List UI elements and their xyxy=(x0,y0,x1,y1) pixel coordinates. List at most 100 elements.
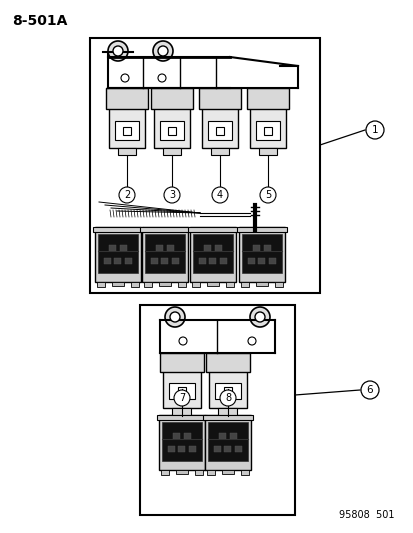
Bar xyxy=(209,353,247,408)
Bar xyxy=(171,258,178,264)
Bar xyxy=(238,227,284,282)
Bar xyxy=(90,38,319,293)
Circle shape xyxy=(119,187,135,203)
Bar xyxy=(242,234,281,272)
Bar xyxy=(145,234,185,272)
Bar xyxy=(172,408,191,415)
Bar xyxy=(157,415,206,420)
Circle shape xyxy=(108,41,128,61)
Circle shape xyxy=(247,337,255,345)
Circle shape xyxy=(365,121,383,139)
Text: 2: 2 xyxy=(123,190,130,200)
Bar xyxy=(178,282,185,287)
Bar xyxy=(214,446,221,452)
Bar xyxy=(235,446,242,452)
Bar xyxy=(97,282,105,287)
Bar xyxy=(240,282,248,287)
Circle shape xyxy=(153,41,173,61)
Bar xyxy=(159,415,204,470)
Bar xyxy=(202,88,237,148)
Bar xyxy=(125,258,132,264)
Text: 8-501A: 8-501A xyxy=(12,14,67,28)
Bar xyxy=(219,258,226,264)
Bar xyxy=(249,88,285,148)
Bar xyxy=(263,245,271,251)
Bar xyxy=(192,282,199,287)
Bar xyxy=(221,470,233,474)
Bar xyxy=(236,227,286,232)
Circle shape xyxy=(173,390,190,406)
Bar xyxy=(98,234,138,272)
Bar xyxy=(255,282,267,286)
Bar xyxy=(151,258,158,264)
Bar xyxy=(225,282,233,287)
Bar xyxy=(207,422,247,461)
Bar xyxy=(183,433,190,439)
Bar xyxy=(188,227,237,232)
Bar xyxy=(140,227,190,232)
Bar xyxy=(255,121,279,140)
Bar xyxy=(218,408,237,415)
Bar xyxy=(178,446,185,452)
Bar xyxy=(274,282,282,287)
Bar xyxy=(176,470,188,474)
Bar xyxy=(189,446,195,452)
Bar xyxy=(247,88,288,109)
Text: 3: 3 xyxy=(169,190,175,200)
Bar xyxy=(163,148,180,155)
Bar xyxy=(192,234,233,272)
Circle shape xyxy=(211,187,228,203)
Bar xyxy=(252,245,259,251)
Circle shape xyxy=(259,187,275,203)
Circle shape xyxy=(158,46,168,56)
Bar xyxy=(259,148,276,155)
Text: 8: 8 xyxy=(224,393,230,403)
Bar xyxy=(123,126,131,134)
Bar xyxy=(218,433,225,439)
Bar xyxy=(204,415,250,470)
Circle shape xyxy=(219,390,235,406)
Bar xyxy=(168,446,175,452)
Bar xyxy=(151,88,192,109)
Bar xyxy=(140,305,294,515)
Text: 95808  501: 95808 501 xyxy=(339,510,394,520)
Bar xyxy=(161,422,202,461)
Text: 6: 6 xyxy=(366,385,373,395)
Circle shape xyxy=(113,46,123,56)
Circle shape xyxy=(121,74,129,82)
Bar xyxy=(115,121,139,140)
Bar xyxy=(214,245,221,251)
Bar xyxy=(199,258,206,264)
Bar xyxy=(154,88,190,148)
Bar xyxy=(268,258,275,264)
Text: 5: 5 xyxy=(264,190,271,200)
Bar xyxy=(258,258,265,264)
Bar xyxy=(263,126,271,134)
Bar xyxy=(144,282,152,287)
Bar xyxy=(240,470,248,475)
Bar xyxy=(104,258,111,264)
Bar xyxy=(214,383,240,399)
Bar xyxy=(159,282,171,286)
Bar xyxy=(161,470,169,475)
Bar xyxy=(142,227,188,282)
Circle shape xyxy=(249,307,269,327)
Bar xyxy=(93,227,142,232)
Bar xyxy=(204,245,211,251)
Bar xyxy=(206,470,214,475)
Bar xyxy=(112,282,124,286)
Bar xyxy=(202,415,252,420)
Bar xyxy=(161,258,168,264)
Bar xyxy=(206,282,218,286)
Bar xyxy=(230,433,236,439)
Text: 4: 4 xyxy=(216,190,223,200)
Circle shape xyxy=(178,337,187,345)
Circle shape xyxy=(254,312,264,322)
Circle shape xyxy=(170,312,180,322)
Bar xyxy=(163,353,201,408)
Bar xyxy=(166,245,173,251)
Bar xyxy=(168,126,176,134)
Circle shape xyxy=(158,74,166,82)
Bar xyxy=(211,148,228,155)
Bar xyxy=(159,121,183,140)
